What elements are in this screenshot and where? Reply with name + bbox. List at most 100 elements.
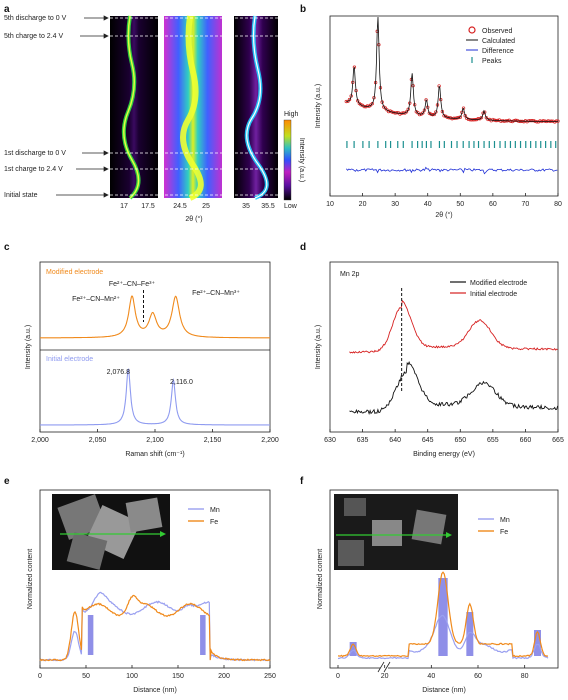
panel-f-legend: Mn Fe xyxy=(478,517,510,536)
legend-mn: Mn xyxy=(210,507,220,514)
e-tick-label-4: 200 xyxy=(218,673,230,680)
f-tick-label-1: 20 xyxy=(381,673,389,680)
heatmap-band-24 xyxy=(180,15,204,201)
legend-initial: Initial electrode xyxy=(470,291,517,298)
panel-c-initial-label: Initial electrode xyxy=(46,356,93,363)
panel-f-frame xyxy=(329,489,559,669)
tick-a-25: 25 xyxy=(202,203,210,210)
cube-f-3 xyxy=(338,540,364,566)
d-tick-label-0: 630 xyxy=(324,437,336,444)
tick-a-35: 35 xyxy=(242,203,250,210)
observed-point xyxy=(531,118,536,123)
panel-label-d: d xyxy=(300,242,306,253)
panel-d-legend: Modified electrode Initial electrode xyxy=(450,280,527,298)
legend-modified: Modified electrode xyxy=(470,280,527,287)
panel-b-xlabel: 2θ (°) xyxy=(435,211,452,219)
d-tick-label-3: 645 xyxy=(422,437,434,444)
observed-point xyxy=(484,116,488,120)
observed-point xyxy=(510,119,515,124)
d-tick-label-2: 640 xyxy=(389,437,401,444)
annotation-fe-cn-fe: Fe²⁺–CN–Fe³⁺ xyxy=(109,281,156,288)
f-tick-label-0: 0 xyxy=(336,673,340,680)
axis-break xyxy=(377,661,391,673)
panel-f-ticks: 0 20 40 60 80 xyxy=(336,665,529,680)
f-tick-label-2: 40 xyxy=(427,673,435,680)
observed-point xyxy=(347,97,352,102)
observed-point xyxy=(470,118,474,122)
panel-e-ticks: 0 50 100 150 200 250 xyxy=(38,665,276,680)
legend-fe-f: Fe xyxy=(500,529,508,536)
calculated-series xyxy=(346,16,558,122)
panel-a-xlabel: 2θ (°) xyxy=(185,215,202,223)
e-tick-label-5: 250 xyxy=(264,673,276,680)
b-tick-label-3: 40 xyxy=(424,201,432,208)
state-label-5th-discharge: 5th discharge to 0 V xyxy=(4,15,67,22)
peak-tick-marks xyxy=(346,141,557,148)
cube-3 xyxy=(125,497,163,533)
c-tick-label-1: 2,050 xyxy=(89,437,107,444)
state-dash-lines xyxy=(110,17,278,196)
panel-e-xlabel: Distance (nm) xyxy=(133,687,177,694)
observed-point xyxy=(502,119,506,123)
panel-b-frame xyxy=(329,15,559,197)
d-tick-label-7: 665 xyxy=(552,437,564,444)
highlight-region-f-1 xyxy=(438,578,448,656)
mn-profile-f xyxy=(337,614,549,660)
line-scan-arrowhead-f xyxy=(446,532,452,538)
observed-point xyxy=(541,119,545,123)
c-tick-label-3: 2,150 xyxy=(204,437,222,444)
panel-e-highlights xyxy=(87,615,206,655)
observed-point xyxy=(370,102,374,106)
observed-point xyxy=(398,112,402,116)
panel-f-micrograph xyxy=(334,494,458,570)
colorbar xyxy=(283,119,292,201)
observed-point xyxy=(404,110,409,114)
panel-label-b: b xyxy=(300,4,306,15)
legend-difference: Difference xyxy=(482,48,514,55)
observed-point xyxy=(514,118,518,122)
observed-point xyxy=(359,103,363,107)
observed-point xyxy=(479,115,484,120)
annotation-fe-cn-mn2: Fe²⁺–CN–Mn²⁺ xyxy=(72,296,120,303)
state-label-5th-charge: 5th charge to 2.4 V xyxy=(4,33,63,40)
legend-mn-f: Mn xyxy=(500,517,510,524)
panel-b-ylabel: Intensity (a.u.) xyxy=(315,84,322,128)
highlight-region-f-0 xyxy=(349,642,357,656)
panel-f-xlabel: Distance (nm) xyxy=(422,687,466,694)
panel-label-e: e xyxy=(4,476,10,487)
panel-f-highlights xyxy=(349,578,541,656)
b-tick-label-2: 30 xyxy=(391,201,399,208)
observed-point xyxy=(383,106,388,110)
b-tick-label-4: 50 xyxy=(456,201,464,208)
d-tick-label-6: 660 xyxy=(520,437,532,444)
tick-a-17-5: 17.5 xyxy=(141,203,155,210)
observed-point xyxy=(443,114,448,118)
heatmap-strip-17 xyxy=(110,16,158,198)
observed-point xyxy=(515,118,519,123)
modified-electrode-raman xyxy=(40,295,270,339)
observed-point xyxy=(429,112,433,116)
c-tick-label-4: 2,200 xyxy=(261,437,279,444)
state-arrows xyxy=(56,15,109,198)
state-label-initial: Initial state xyxy=(4,192,38,199)
b-tick-label-0: 10 xyxy=(326,201,334,208)
observed-point xyxy=(527,119,531,123)
observed-point xyxy=(528,118,532,123)
observed-point xyxy=(432,112,436,117)
legend-observed: Observed xyxy=(482,28,512,35)
panel-label-c: c xyxy=(4,242,10,253)
axis-break-mark-1 xyxy=(377,661,385,673)
highlight-region-1 xyxy=(200,615,206,655)
observed-point xyxy=(468,118,472,122)
panel-f-ylabel: Normalized content xyxy=(317,549,324,609)
observed-point xyxy=(491,117,495,122)
observed-point xyxy=(535,120,539,124)
fe-profile-f xyxy=(337,571,549,658)
cube-f-2 xyxy=(411,509,447,545)
state-labels: 5th discharge to 0 V 5th charge to 2.4 V… xyxy=(4,15,67,199)
panel-d: Mn 2p Modified electrode Initial electro… xyxy=(315,261,564,458)
colorbar-low: Low xyxy=(284,203,298,210)
axis-break-mark-2 xyxy=(383,661,391,673)
initial-electrode-xps xyxy=(349,299,558,354)
d-tick-label-5: 655 xyxy=(487,437,499,444)
